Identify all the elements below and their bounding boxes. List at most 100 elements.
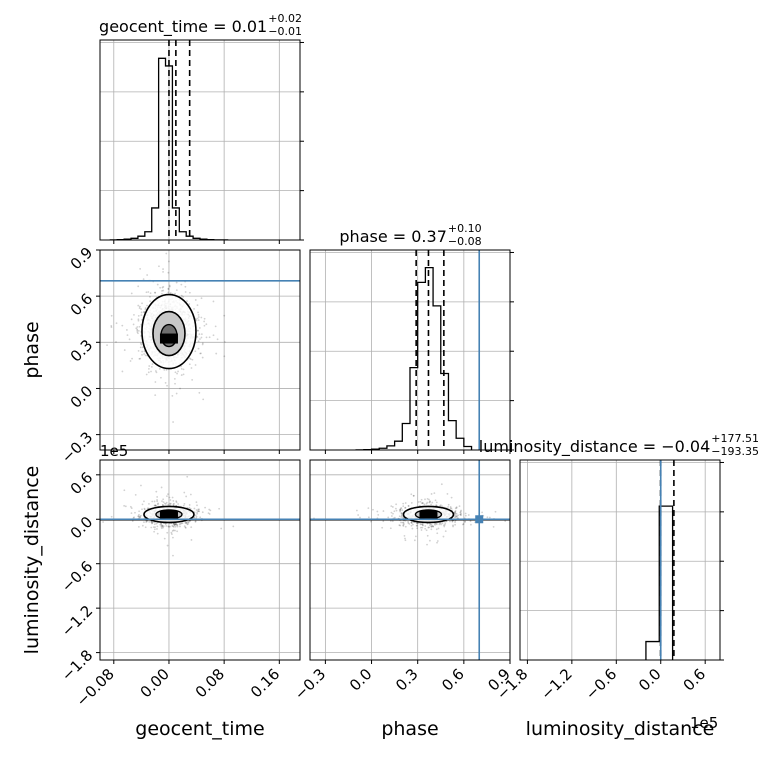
sample-point [155, 522, 158, 525]
sample-point [424, 525, 427, 527]
sample-point [156, 532, 159, 535]
sample-point [121, 370, 124, 373]
sample-point [141, 353, 143, 356]
sample-point [156, 496, 159, 498]
sample-point [166, 384, 168, 387]
sample-point [174, 525, 177, 528]
sample-point [407, 520, 409, 523]
sample-point [141, 346, 144, 349]
sample-point [149, 292, 152, 295]
sample-point [172, 536, 174, 539]
sample-point [399, 510, 402, 513]
sample-point [172, 421, 174, 423]
sample-point [176, 372, 178, 375]
sample-point [155, 504, 158, 507]
sample-point [164, 381, 167, 384]
sample-point [404, 537, 406, 540]
sample-point [162, 285, 165, 288]
sample-point [185, 495, 188, 498]
sample-point [184, 285, 187, 288]
sample-point [402, 502, 405, 505]
sample-point [151, 521, 154, 524]
sample-point [176, 530, 179, 533]
sample-point [441, 522, 444, 525]
sample-point [404, 525, 407, 528]
sample-point [430, 525, 433, 528]
sample-point [430, 525, 433, 528]
sample-point [133, 516, 135, 519]
sample-point [393, 516, 396, 519]
sample-point [130, 292, 133, 295]
sample-point [232, 525, 235, 528]
sample-point [121, 324, 124, 327]
sample-point [441, 505, 444, 508]
y-tick-label: 0.9 [67, 244, 97, 274]
sample-point [161, 286, 164, 289]
y-axis-label-luminosity_distance: luminosity_distance [21, 466, 43, 655]
sample-point [197, 311, 199, 314]
sample-point [155, 371, 158, 374]
sample-point [438, 523, 441, 526]
sample-point [415, 524, 418, 527]
sample-point [138, 305, 141, 308]
sample-point [196, 511, 199, 514]
sample-point [146, 507, 149, 510]
histogram-luminosity_distance [645, 505, 674, 660]
sample-point [431, 524, 434, 527]
sample-point [446, 493, 449, 495]
sample-point [452, 524, 454, 527]
sample-point [167, 287, 170, 290]
sample-point [145, 291, 148, 294]
sample-point [194, 299, 197, 301]
sample-point [398, 524, 401, 527]
sample-point [156, 525, 159, 528]
sample-point [429, 522, 432, 525]
sample-point [162, 498, 165, 501]
sample-point [387, 516, 390, 519]
x-tick-label: 0.0 [346, 665, 376, 695]
sample-point [382, 520, 385, 523]
sample-point [128, 338, 131, 341]
sample-point [422, 502, 425, 505]
sample-point [442, 524, 445, 527]
sample-point [215, 352, 218, 355]
sample-point [172, 554, 174, 557]
sample-point [411, 527, 414, 530]
sample-point [417, 501, 420, 503]
sample-point [223, 341, 226, 343]
sample-point [455, 515, 458, 518]
sample-point [175, 281, 178, 284]
sample-point [194, 520, 197, 523]
sample-point [179, 525, 181, 528]
sample-point [401, 509, 404, 512]
sample-point [188, 363, 191, 366]
sample-point [161, 293, 163, 295]
sample-point [169, 504, 171, 507]
y-tick-label: 0.6 [67, 468, 97, 498]
sample-point [110, 314, 113, 317]
sample-point [155, 490, 158, 493]
sample-point [443, 525, 446, 528]
sample-point [151, 500, 154, 503]
sample-point [148, 503, 150, 505]
sample-point [136, 328, 139, 331]
sample-point [139, 342, 142, 345]
sample-point [159, 286, 162, 289]
sample-point [167, 288, 170, 291]
sample-point [195, 515, 198, 518]
sample-point [200, 336, 203, 339]
sample-point [139, 514, 142, 517]
sample-point [175, 392, 178, 395]
sample-point [367, 507, 370, 510]
sample-point [150, 520, 153, 523]
x-tick-label: 0.0 [635, 665, 665, 695]
sample-point [171, 496, 174, 499]
sample-point [138, 515, 141, 518]
sample-point [449, 520, 451, 523]
sample-point [158, 367, 161, 370]
sample-point [161, 525, 164, 527]
sample-point [159, 523, 162, 526]
sample-point [194, 350, 197, 353]
sample-point [212, 300, 215, 303]
sample-point [436, 532, 439, 535]
